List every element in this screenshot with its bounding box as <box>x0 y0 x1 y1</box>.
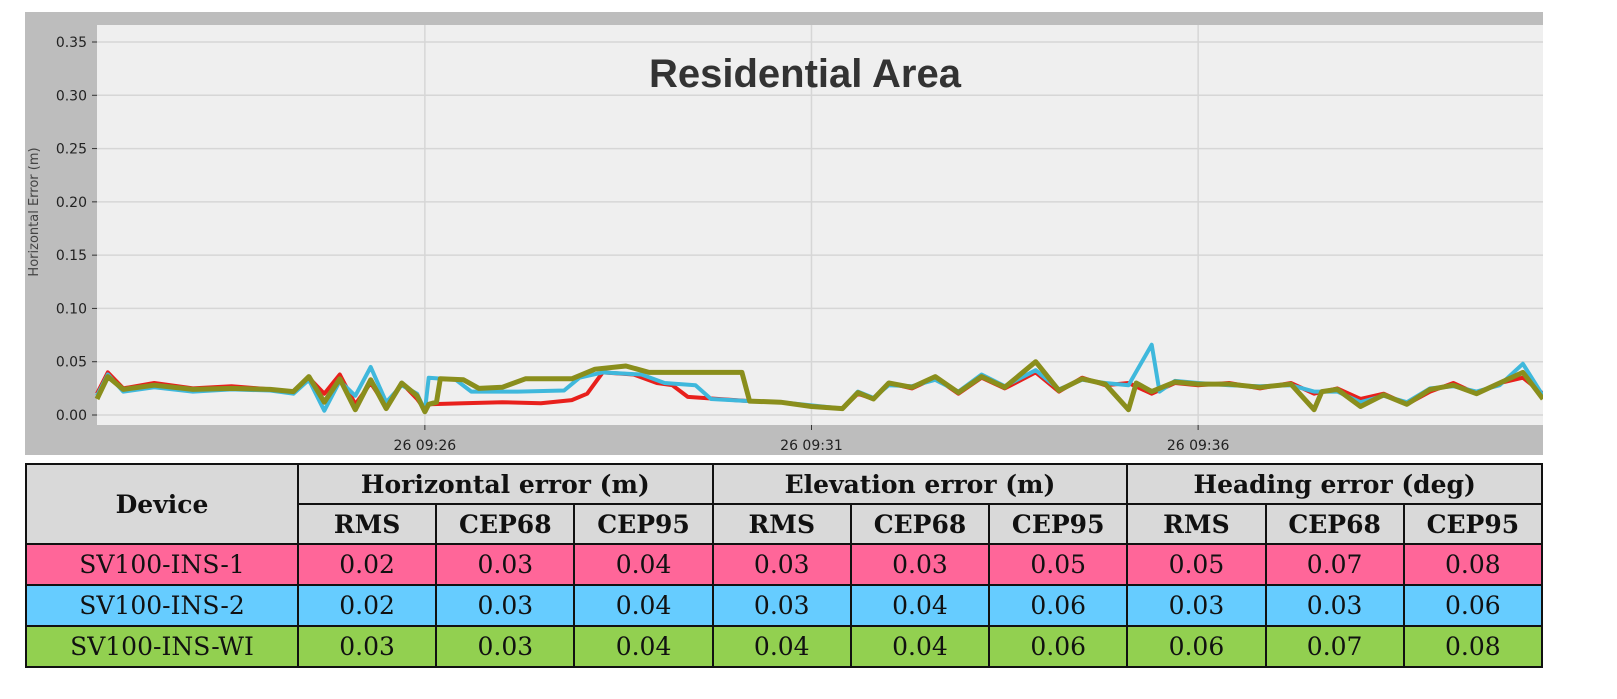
device-cell: SV100-INS-2 <box>25 584 299 627</box>
value-cell: 0.03 <box>435 584 576 627</box>
x-tick-label: 26 09:36 <box>1167 438 1230 454</box>
error-stats-table: Device Horizontal error (m) Elevation er… <box>25 463 1544 668</box>
y-tick-label: 0.15 <box>56 248 87 264</box>
value-cell: 0.04 <box>573 584 714 627</box>
x-tick-label: 26 09:26 <box>394 438 457 454</box>
y-tick-label: 0.35 <box>56 35 87 51</box>
value-cell: 0.06 <box>1126 625 1267 668</box>
chart-panel: 0.00 0.05 0.10 0.15 0.20 0.25 0.30 0.35 26 09:26… <box>25 12 1543 455</box>
value-cell: 0.04 <box>573 543 714 586</box>
subheader: CEP95 <box>988 503 1129 545</box>
y-tick-label: 0.10 <box>56 301 87 317</box>
value-cell: 0.06 <box>988 584 1129 627</box>
y-tick-label: 0.25 <box>56 142 87 158</box>
value-cell: 0.03 <box>435 543 576 586</box>
table-row: SV100-INS-1 0.02 0.03 0.04 0.03 0.03 0.05 0.05 0… <box>25 543 1544 586</box>
value-cell: 0.02 <box>296 584 438 627</box>
value-cell: 0.03 <box>711 584 852 627</box>
value-cell: 0.07 <box>1264 625 1405 668</box>
subheader: CEP95 <box>573 503 714 545</box>
subheader: CEP95 <box>1402 503 1544 545</box>
chart-title: Residential Area <box>649 52 962 96</box>
subheader: RMS <box>711 503 852 545</box>
subheader: CEP68 <box>435 503 576 545</box>
y-tick-label: 0.05 <box>56 355 87 371</box>
value-cell: 0.04 <box>711 625 852 668</box>
group-header: Elevation error (m) <box>711 463 1129 505</box>
plot-area <box>97 25 1543 425</box>
value-cell: 0.07 <box>1264 543 1405 586</box>
value-cell: 0.06 <box>988 625 1129 668</box>
horizontal-error-chart: 0.00 0.05 0.10 0.15 0.20 0.25 0.30 0.35 26 09:26… <box>27 25 1543 454</box>
subheader: CEP68 <box>1264 503 1405 545</box>
device-header: Device <box>25 463 299 545</box>
value-cell: 0.03 <box>435 625 576 668</box>
table-row: SV100-INS-WI 0.03 0.03 0.04 0.04 0.04 0.06 0.06… <box>25 625 1544 668</box>
value-cell: 0.04 <box>849 584 991 627</box>
value-cell: 0.02 <box>296 543 438 586</box>
subheader: RMS <box>296 503 438 545</box>
y-axis-label: Horizontal Error (m) <box>27 147 42 276</box>
x-tick-label: 26 09:31 <box>780 438 843 454</box>
value-cell: 0.03 <box>1264 584 1405 627</box>
value-cell: 0.04 <box>849 625 991 668</box>
subheader: CEP68 <box>849 503 991 545</box>
subheader: RMS <box>1126 503 1267 545</box>
value-cell: 0.08 <box>1402 625 1544 668</box>
group-header: Heading error (deg) <box>1126 463 1543 505</box>
value-cell: 0.05 <box>1126 543 1267 586</box>
series-line-olive <box>94 359 1543 415</box>
y-tick-label: 0.20 <box>56 195 87 211</box>
value-cell: 0.03 <box>849 543 991 586</box>
value-cell: 0.03 <box>711 543 852 586</box>
group-header: Horizontal error (m) <box>297 463 714 505</box>
value-cell: 0.08 <box>1402 543 1544 586</box>
device-cell: SV100-INS-1 <box>25 543 299 586</box>
table-row: SV100-INS-2 0.02 0.03 0.04 0.03 0.04 0.06 0.03 0… <box>25 584 1544 627</box>
value-cell: 0.05 <box>988 543 1129 586</box>
y-tick-label: 0.00 <box>56 408 87 424</box>
value-cell: 0.04 <box>573 625 714 668</box>
value-cell: 0.03 <box>1126 584 1267 627</box>
value-cell: 0.06 <box>1402 584 1544 627</box>
device-cell: SV100-INS-WI <box>25 625 299 668</box>
value-cell: 0.03 <box>296 625 438 668</box>
y-tick-label: 0.30 <box>56 88 87 104</box>
